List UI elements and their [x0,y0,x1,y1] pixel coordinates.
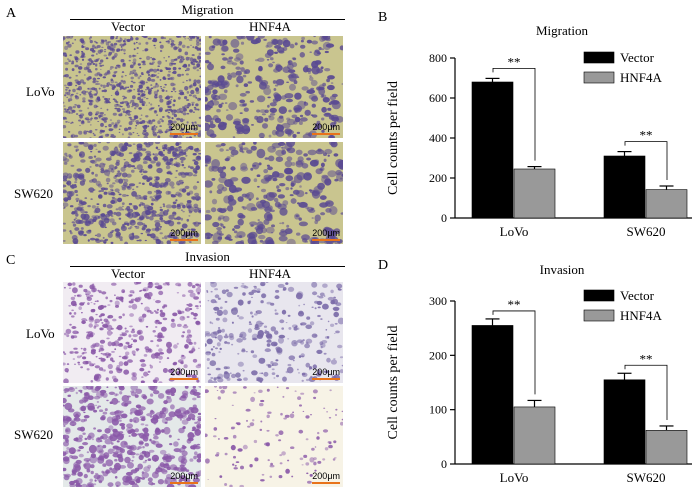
panel-letter-d: D [378,258,389,273]
x-tick-label: SW620 [627,470,666,485]
significance-label: ** [508,297,521,312]
microscopy-texture [63,386,201,487]
migration-bar-chart: Migration Cell counts per field 0 200 400 600… [386,23,692,239]
bar [513,168,556,219]
panel-letter-c: C [6,253,16,268]
bar [645,430,688,465]
y-tick-label: 600 [429,91,447,105]
significance-bracket [624,364,668,420]
y-tick-label: 400 [429,131,447,145]
legend-label: Vector [620,50,655,65]
invasion-col-hnf4a: HNF4A [249,266,291,281]
migration-lovo-hnf4a-image: 200μm [205,36,343,138]
microscopy-texture [205,386,343,487]
scale-bar: 200μm [170,228,198,241]
significance-label: ** [640,351,653,366]
migration-row-lovo: LoVo [26,84,55,99]
migration-title-rule [70,19,345,20]
chart-title: Migration [536,23,588,38]
legend-label: HNF4A [620,308,663,323]
invasion-lovo-vector-image: 200μm [63,282,201,383]
invasion-row-sw620: SW620 [14,427,53,442]
scale-bar: 200μm [312,471,340,484]
significance-bracket [492,68,536,161]
invasion-bar-chart: Invasion Cell counts per field 0 100 200 300 L… [386,262,692,485]
y-axis-label: Cell counts per field [386,81,401,195]
microscopy-texture [205,36,343,138]
bar [645,189,688,219]
migration-row-sw620: SW620 [14,186,53,201]
invasion-sw620-vector-image: 200μm [63,386,201,487]
scale-bar: 200μm [170,471,198,484]
y-tick-label: 800 [429,51,447,65]
bar [513,406,556,465]
bar [603,155,646,219]
migration-images-title: Migration [181,2,234,17]
microscopy-texture [63,282,201,383]
y-tick-label: 0 [441,457,447,471]
microscopy-texture [205,282,343,383]
migration-col-vector: Vector [111,19,145,34]
invasion-title-rule [70,266,345,267]
y-tick-label: 300 [429,294,447,308]
y-tick-label: 100 [429,403,447,417]
scale-bar: 200μm [170,122,198,135]
y-tick-label: 0 [441,211,447,225]
invasion-lovo-hnf4a-image: 200μm [205,282,343,383]
y-axis-label: Cell counts per field [386,326,401,440]
scale-bar: 200μm [312,228,340,241]
legend-label: HNF4A [620,70,663,85]
invasion-images-title: Invasion [185,249,230,264]
legend-swatch [583,71,615,84]
legend-swatch [583,289,615,302]
migration-lovo-vector-image: 200μm [63,36,201,138]
y-tick-label: 200 [429,348,447,362]
y-tick-label: 200 [429,171,447,185]
invasion-sw620-hnf4a-image: 200μm [205,386,343,487]
scale-bar: 200μm [312,122,340,135]
x-tick-label: SW620 [627,224,666,239]
migration-sw620-vector-image: 200μm [63,142,201,244]
significance-label: ** [508,54,521,69]
microscopy-texture [205,142,343,244]
bar [471,325,514,465]
invasion-col-vector: Vector [111,266,145,281]
bar [603,379,646,465]
significance-label: ** [640,128,653,143]
chart-title: Invasion [540,262,585,277]
microscopy-texture [63,142,201,244]
significance-bracket [624,141,668,180]
invasion-row-lovo: LoVo [26,326,55,341]
scale-bar: 200μm [312,367,340,380]
migration-sw620-hnf4a-image: 200μm [205,142,343,244]
legend-swatch [583,51,615,64]
microscopy-texture [63,36,201,138]
significance-bracket [492,310,536,395]
bar [471,81,514,219]
migration-col-hnf4a: HNF4A [249,19,291,34]
scale-bar: 200μm [170,367,198,380]
x-tick-label: LoVo [500,224,529,239]
panel-letter-b: B [378,10,388,25]
legend-swatch [583,309,615,322]
legend-label: Vector [620,288,655,303]
x-tick-label: LoVo [500,470,529,485]
panel-letter-a: A [6,6,17,21]
